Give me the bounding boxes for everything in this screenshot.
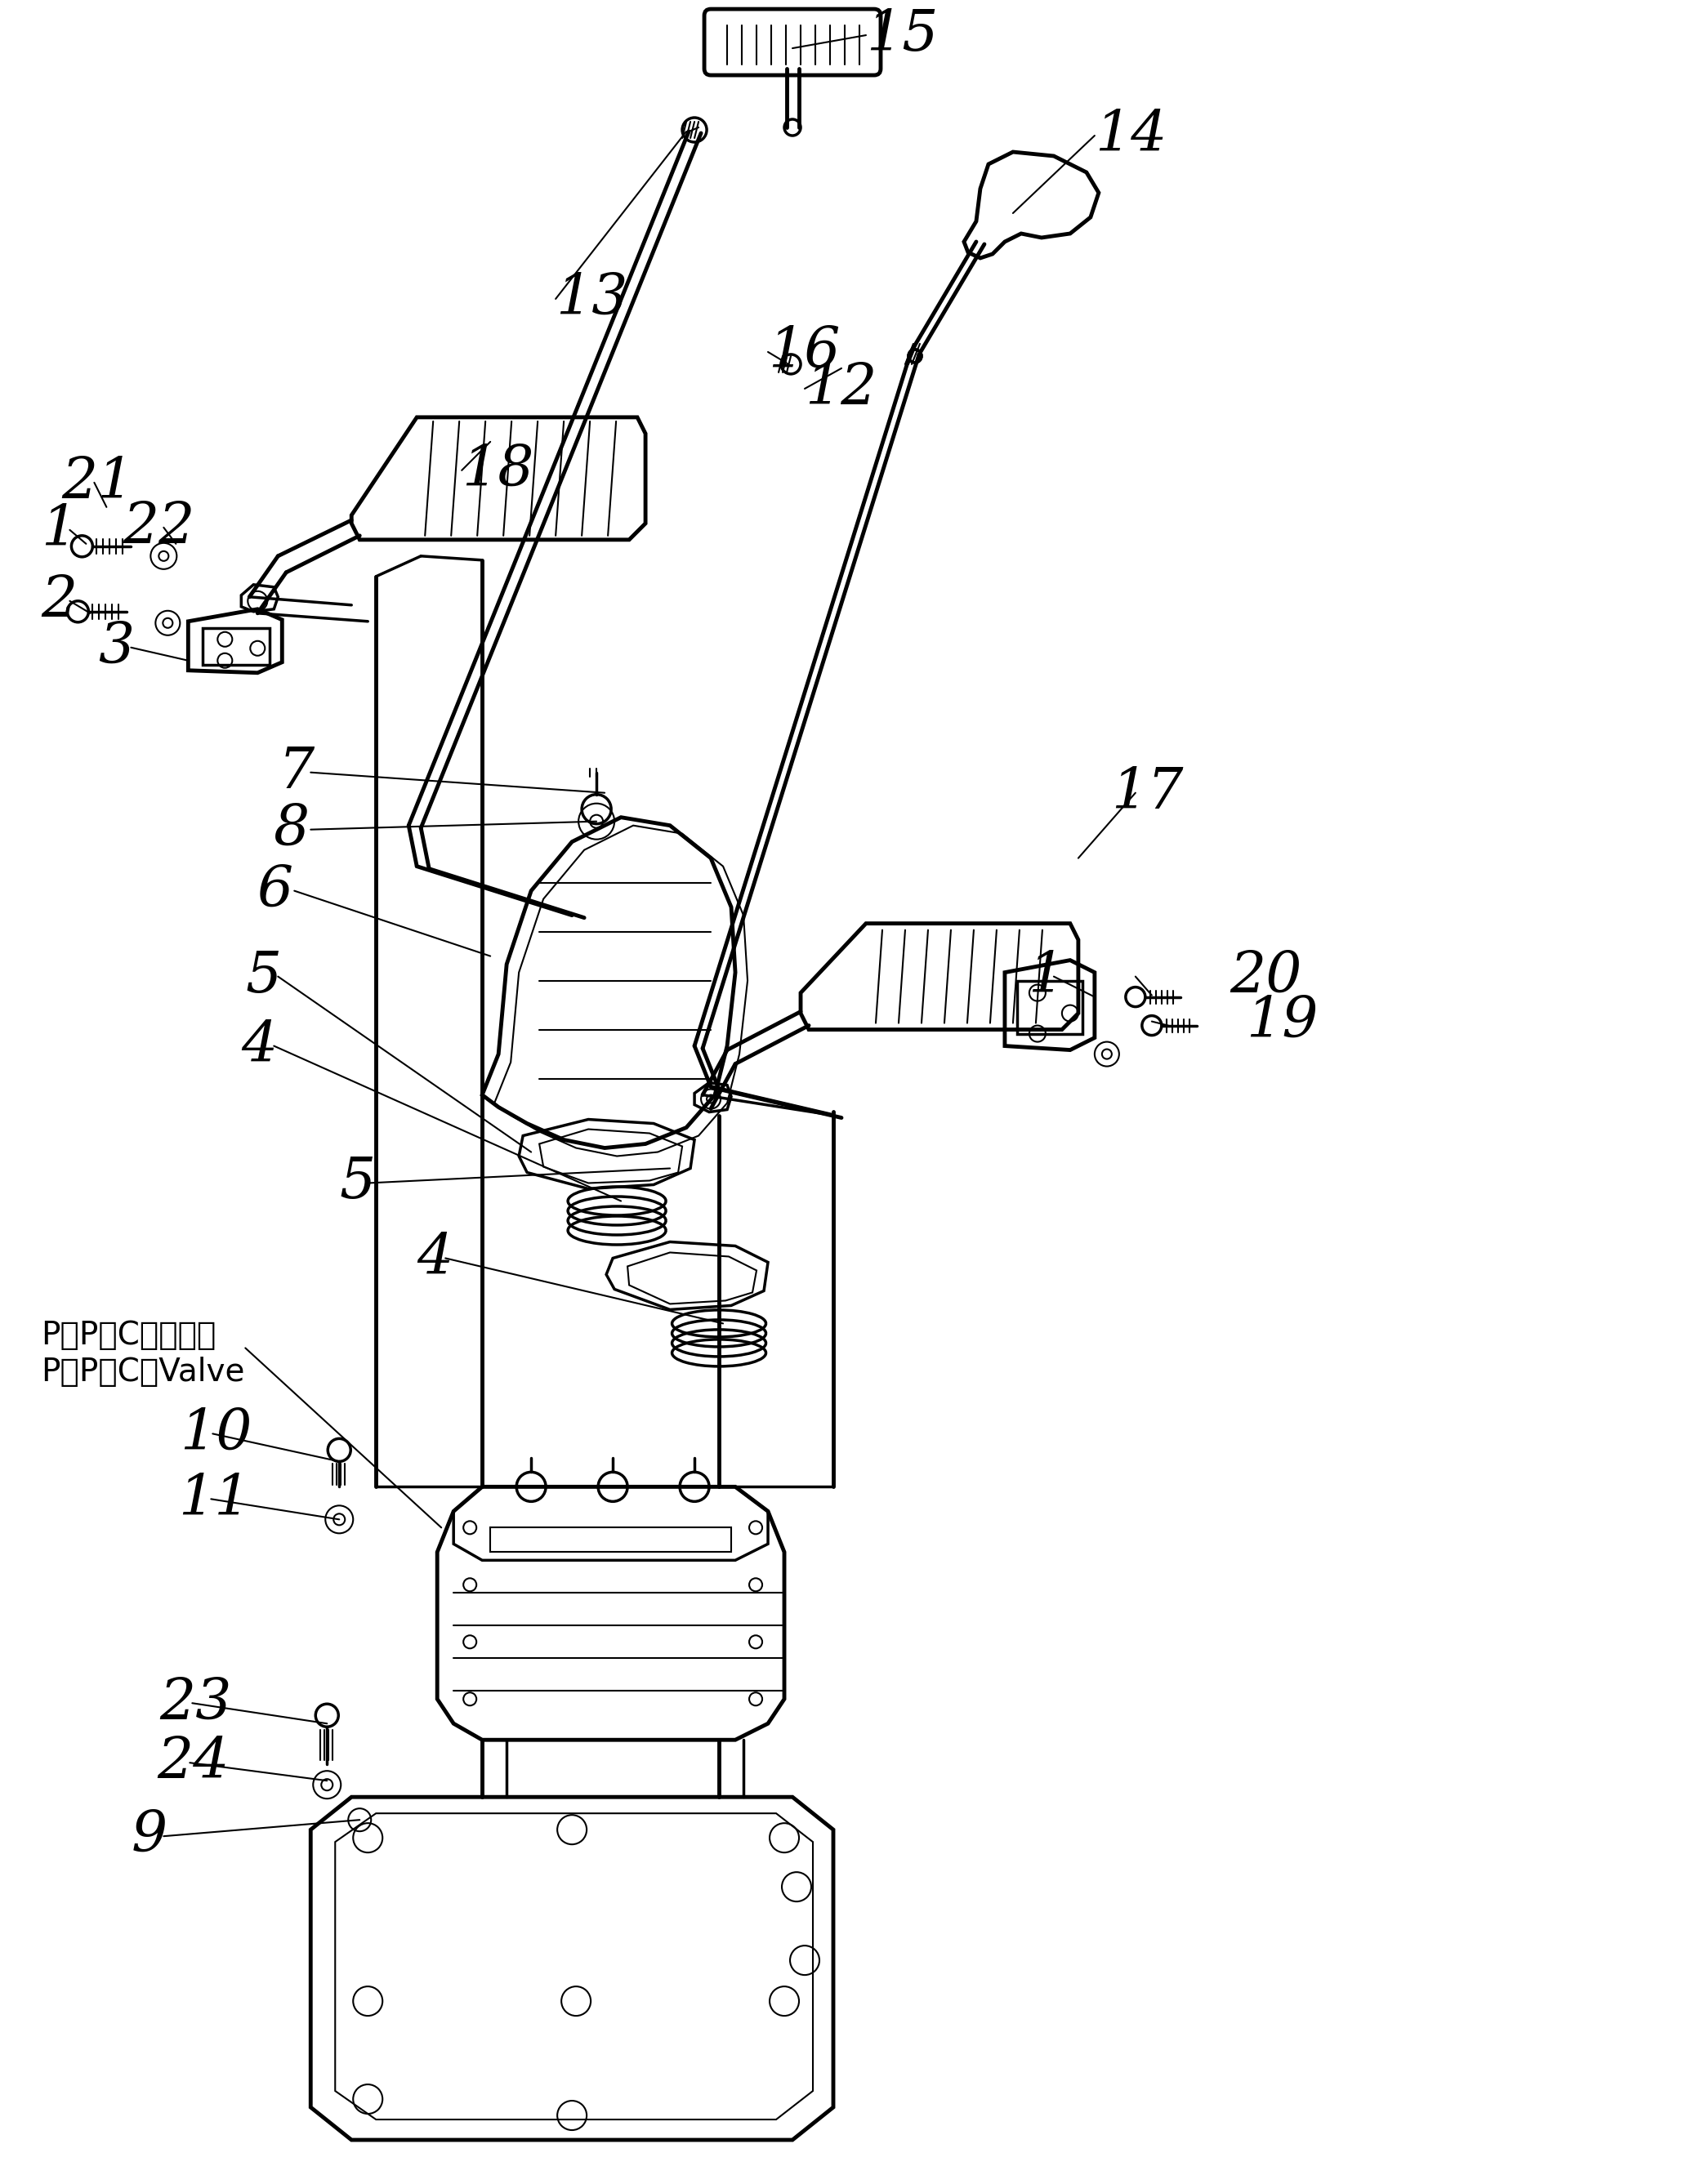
Text: P．P．C．Valve: P．P．C．Valve [41, 1356, 244, 1389]
Text: 10: 10 [180, 1406, 253, 1461]
Text: 16: 16 [768, 325, 840, 380]
Text: 5: 5 [339, 1155, 375, 1210]
FancyBboxPatch shape [704, 9, 880, 74]
Text: 6: 6 [258, 863, 293, 917]
Bar [1018, 981, 1082, 1033]
Text: 14: 14 [1094, 109, 1167, 164]
Text: 20: 20 [1230, 950, 1301, 1005]
Bar [490, 1527, 731, 1553]
Text: 21: 21 [61, 454, 134, 509]
Text: 8: 8 [275, 802, 310, 856]
Text: 24: 24 [158, 1736, 229, 1791]
Text: 19: 19 [1245, 994, 1318, 1048]
Text: 4: 4 [241, 1018, 278, 1072]
Text: 17: 17 [1111, 767, 1184, 821]
Text: 22: 22 [122, 500, 195, 555]
Text: 23: 23 [159, 1675, 232, 1730]
Text: 9: 9 [131, 1808, 168, 1863]
Text: 1: 1 [41, 502, 78, 557]
Text: 1: 1 [1028, 950, 1063, 1005]
Text: 3: 3 [98, 620, 134, 675]
Text: 13: 13 [556, 271, 628, 325]
Text: 12: 12 [804, 360, 877, 415]
Text: 15: 15 [867, 9, 938, 63]
Text: 11: 11 [178, 1472, 251, 1527]
Text: 5: 5 [246, 950, 282, 1005]
Text: 7: 7 [278, 745, 314, 799]
Text: 4: 4 [417, 1232, 453, 1286]
Text: 18: 18 [461, 443, 534, 498]
Text: 2: 2 [41, 574, 78, 629]
Text: P．P．C．バルブ: P．P．C．バルブ [41, 1319, 217, 1352]
Bar [204, 629, 270, 664]
